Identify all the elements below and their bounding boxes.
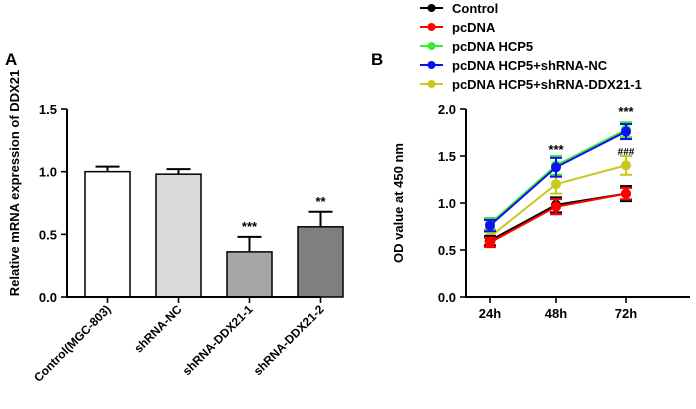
series-2 xyxy=(484,186,632,249)
panel-b-y-ticks: 0.0 0.5 1.0 1.5 2.0 xyxy=(438,102,466,305)
legend-swatch-marker xyxy=(427,61,436,69)
panel-b-x-tick-label: 72h xyxy=(615,306,637,321)
panel-b-y-tick-label: 1.5 xyxy=(438,149,456,164)
panel-a-bars: ***** xyxy=(84,165,344,298)
panel-a-y-tick-label: 1.0 xyxy=(39,165,57,180)
legend-label: pcDNA xyxy=(452,20,496,35)
legend-label: Control xyxy=(452,1,498,16)
series-4 xyxy=(484,123,632,233)
significance-label: *** xyxy=(548,142,564,157)
legend-label: pcDNA HCP5+shRNA-DDX21-1 xyxy=(452,77,642,92)
panel-b-x-tick-labels: 24h 48h 72h xyxy=(479,297,637,321)
legend-swatch-marker xyxy=(427,42,436,50)
panel-b-y-tick-label: 1.0 xyxy=(438,196,456,211)
data-point xyxy=(551,179,561,190)
legend-swatch-marker xyxy=(427,80,436,88)
panel-b-label: B xyxy=(371,50,383,69)
significance-label: *** xyxy=(618,104,634,119)
panel-a-label: A xyxy=(5,50,17,69)
panel-b-y-axis-title: OD value at 450 nm xyxy=(391,143,406,263)
significance-label-3: *** xyxy=(242,219,258,234)
series-1 xyxy=(484,185,632,247)
significance-label: ### xyxy=(618,147,635,158)
bar-1 xyxy=(84,170,131,298)
bar-4 xyxy=(297,226,344,298)
panel-a-y-ticks: 0.0 0.5 1.0 1.5 xyxy=(39,102,67,305)
legend-swatch-marker xyxy=(427,23,436,31)
significance-label-4: ** xyxy=(315,194,326,209)
panel-b: B OD value at 450 nm 0.0 0.5 1.0 1.5 2.0 Con… xyxy=(371,1,690,321)
panel-b-legend: Control pcDNA pcDNA HCP5 pcDNA HCP5+shRNA-N… xyxy=(420,1,642,92)
data-point xyxy=(485,220,495,231)
panel-a-y-axis-title: Relative mRNA expression of DDX21 xyxy=(7,70,22,296)
panel-b-annotations: *** *** ### xyxy=(548,104,634,158)
panel-a-y-tick-label: 0.5 xyxy=(39,227,57,242)
panel-b-y-tick-label: 2.0 xyxy=(438,102,456,117)
data-point xyxy=(551,162,561,173)
panel-a-x-tick-label: shRNA-DDX21-2 xyxy=(251,302,327,378)
data-point xyxy=(485,237,495,248)
data-point xyxy=(621,126,631,137)
panel-b-x-tick-label: 24h xyxy=(479,306,501,321)
legend-label: pcDNA HCP5+shRNA-NC xyxy=(452,58,608,73)
panel-a: A Relative mRNA expression of DDX21 0.00… xyxy=(5,50,344,385)
legend-swatch-marker xyxy=(427,4,436,12)
legend-label: pcDNA HCP5 xyxy=(452,39,533,54)
data-point xyxy=(621,160,631,171)
panel-b-x-tick-label: 48h xyxy=(545,306,567,321)
data-point xyxy=(551,201,561,212)
panel-a-y-tick-label: 1.5 xyxy=(39,102,57,117)
bar-3 xyxy=(226,251,273,298)
panel-b-series xyxy=(484,121,632,249)
panel-a-y-tick-label: 0.0 xyxy=(39,290,57,305)
panel-a-x-tick-label: shRNA-NC xyxy=(131,302,185,356)
panel-b-y-tick-label: 0.0 xyxy=(438,290,456,305)
panel-b-y-tick-label: 0.5 xyxy=(438,243,456,258)
data-point xyxy=(621,188,631,199)
panel-a-x-tick-label: shRNA-DDX21-1 xyxy=(180,302,256,378)
panel-a-x-tick-label: Control(MGC-803) xyxy=(31,302,113,384)
panel-a-x-tick-labels: Control(MGC-803) shRNA-NCshRNA-DDX21-1shR… xyxy=(31,297,327,385)
bar-2 xyxy=(155,173,202,298)
